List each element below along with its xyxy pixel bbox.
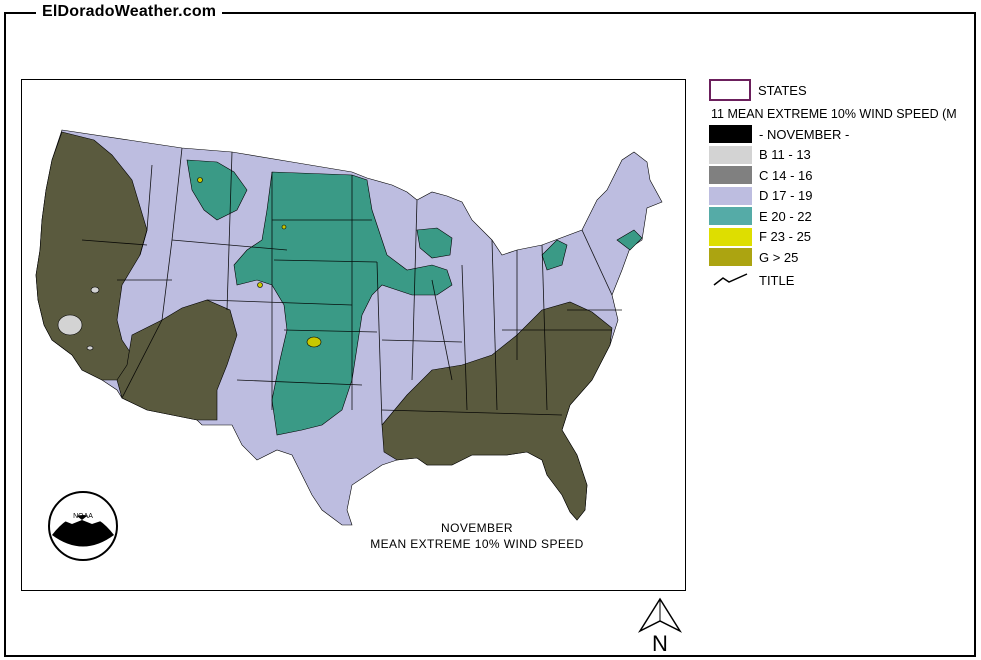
map-peak-montana: [197, 177, 203, 183]
legend-swatch: [709, 248, 752, 266]
legend-item-label: - NOVEMBER -: [759, 126, 850, 142]
us-map: NOAA: [35, 129, 663, 561]
state-borders: [81, 147, 622, 426]
legend-item: D 17 - 19: [709, 186, 812, 206]
page-frame: [4, 12, 976, 657]
legend-states-row: STATES: [709, 78, 807, 102]
legend-item: B 11 - 13: [709, 145, 811, 165]
map-region-lake-teal: [416, 227, 453, 259]
legend-title-label: TITLE: [759, 272, 795, 288]
legend-swatch: [709, 166, 752, 184]
map-low-california: [90, 286, 100, 294]
legend-layer-title-text: 11 MEAN EXTREME 10% WIND SPEED (M: [711, 107, 957, 121]
north-arrow-icon: N: [637, 597, 683, 656]
map-low-california-2: [86, 345, 94, 351]
map-peak-dakota: [281, 224, 287, 230]
legend-swatch: [709, 125, 752, 143]
map-caption-month: NOVEMBER: [441, 521, 513, 535]
legend-item: - NOVEMBER -: [709, 124, 849, 144]
site-title: ElDoradoWeather.com: [36, 3, 223, 21]
map-region-southwest: [116, 299, 238, 421]
legend-swatch: [709, 207, 752, 225]
map-region-northeast-teal: [541, 239, 568, 271]
map-peak-wyoming: [257, 282, 263, 288]
legend-item-label: B 11 - 13: [759, 147, 811, 162]
legend-item-label: F 23 - 25: [759, 229, 812, 244]
map-region-plains: [233, 171, 453, 436]
legend-item: F 23 - 25: [709, 227, 811, 247]
legend-layer-title: 11 MEAN EXTREME 10% WIND SPEED (M: [711, 104, 957, 124]
legend-item-label: C 14 - 16: [759, 167, 813, 183]
map-peak-oklahoma: [306, 336, 322, 348]
title-line-icon: [713, 273, 748, 286]
legend-item: C 14 - 16: [709, 165, 812, 185]
legend-swatch: [709, 145, 752, 164]
legend-title-row: TITLE: [709, 270, 794, 290]
north-label: N: [652, 631, 668, 656]
map-low-nevada: [57, 314, 83, 336]
legend-swatch: [709, 186, 752, 205]
legend-item-label: D 17 - 19: [759, 188, 813, 203]
map-caption: NOVEMBER MEAN EXTREME 10% WIND SPEED: [352, 520, 602, 552]
legend-item: G > 25: [709, 247, 798, 267]
legend-states-label: STATES: [758, 82, 807, 98]
map-region-ne-coast-teal: [616, 229, 643, 251]
noaa-logo: NOAA: [48, 491, 118, 561]
map-region-northwest-teal: [186, 159, 248, 221]
legend-item: E 20 - 22: [709, 206, 812, 226]
map-panel: NOAA NOVEMBER MEAN EXTREME 10% WIND SPEE…: [21, 79, 686, 591]
legend-item-label: G > 25: [759, 249, 799, 265]
svg-text:NOAA: NOAA: [73, 513, 93, 520]
legend-swatch: [709, 227, 752, 246]
map-caption-title: MEAN EXTREME 10% WIND SPEED: [370, 537, 584, 551]
legend-item-label: E 20 - 22: [759, 208, 812, 224]
states-swatch: [709, 79, 751, 101]
